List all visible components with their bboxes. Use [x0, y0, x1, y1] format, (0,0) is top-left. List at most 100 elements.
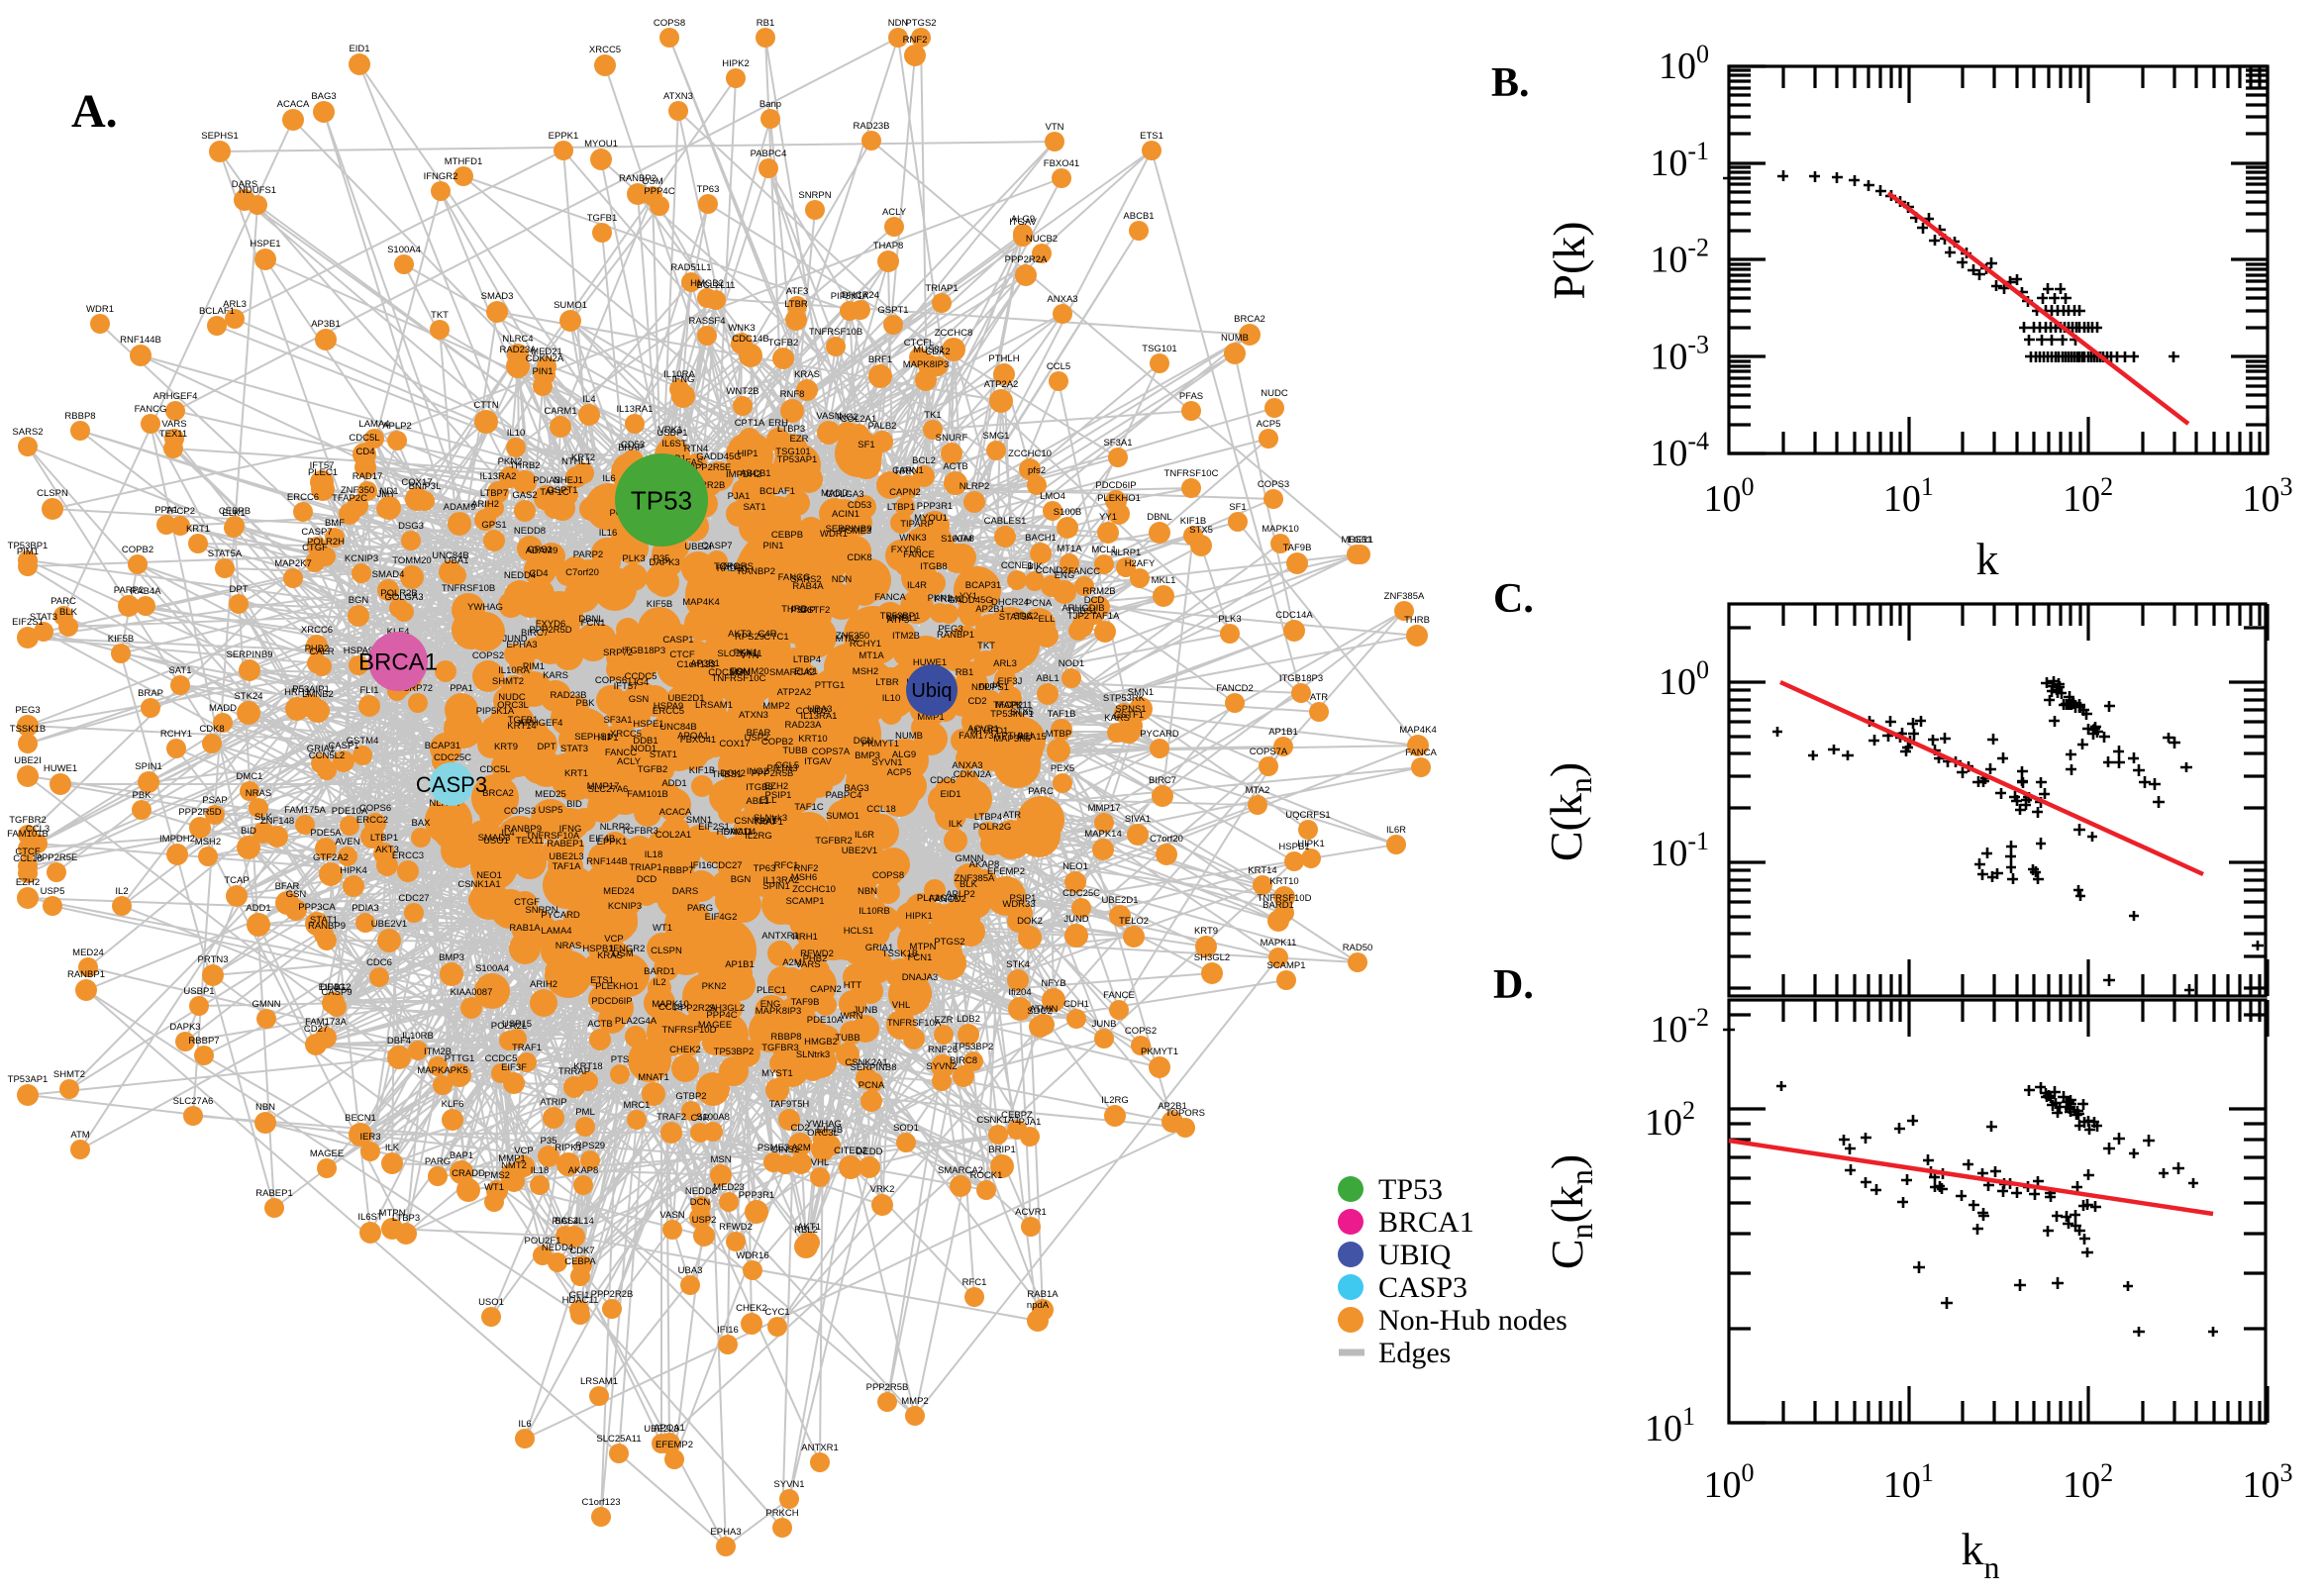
svg-text:MUS81: MUS81	[913, 345, 945, 355]
svg-text:PEG3: PEG3	[938, 624, 962, 635]
svg-text:MAP4K4: MAP4K4	[682, 597, 720, 608]
svg-text:GTBP2: GTBP2	[675, 1091, 706, 1102]
svg-text:BGN: BGN	[349, 595, 369, 606]
svg-text:HRK: HRK	[895, 466, 916, 477]
svg-text:NUDC: NUDC	[1261, 388, 1288, 399]
svg-text:COX17: COX17	[401, 477, 432, 488]
svg-text:SRP72: SRP72	[403, 683, 433, 694]
svg-text:BLK: BLK	[59, 607, 78, 618]
svg-text:KRT1: KRT1	[186, 524, 210, 535]
svg-text:A.: A.	[71, 85, 118, 138]
svg-text:SERPINB8: SERPINB8	[851, 1062, 897, 1073]
svg-text:RTN4: RTN4	[684, 444, 709, 454]
svg-text:IL10RB: IL10RB	[402, 1031, 434, 1042]
svg-text:UBE2I: UBE2I	[684, 542, 711, 552]
svg-text:MMP17: MMP17	[1088, 803, 1121, 814]
svg-text:COPS8: COPS8	[872, 870, 904, 881]
svg-text:PDIA3: PDIA3	[352, 903, 378, 914]
svg-text:ITM2B: ITM2B	[892, 631, 920, 642]
svg-text:ITGB18P3: ITGB18P3	[1279, 673, 1323, 684]
svg-text:NOD1: NOD1	[631, 744, 656, 754]
svg-text:FCN1: FCN1	[581, 618, 606, 629]
svg-text:ZNF385A: ZNF385A	[1384, 591, 1425, 602]
svg-text:YWHAG: YWHAG	[467, 602, 503, 613]
svg-text:ARIH2: ARIH2	[530, 979, 557, 990]
svg-text:CDC5L: CDC5L	[479, 764, 510, 775]
svg-text:IFNGR2: IFNGR2	[424, 171, 458, 182]
svg-text:RB1: RB1	[757, 18, 774, 29]
svg-text:PML: PML	[575, 1107, 595, 1118]
svg-text:CD2: CD2	[790, 1123, 809, 1134]
svg-text:TNFRSF10B: TNFRSF10B	[442, 583, 495, 594]
svg-text:STX5: STX5	[1189, 525, 1213, 536]
svg-text:NUMB: NUMB	[1221, 333, 1249, 344]
svg-text:NEDD4: NEDD4	[542, 1243, 573, 1253]
svg-text:CASP9: CASP9	[321, 987, 352, 998]
svg-text:BRAP: BRAP	[618, 443, 644, 453]
svg-text:GFI1: GFI1	[568, 1290, 589, 1301]
svg-text:TOPORS: TOPORS	[1165, 1108, 1205, 1119]
svg-text:VRK2: VRK2	[870, 1184, 895, 1195]
svg-text:FANCG: FANCG	[778, 572, 811, 583]
svg-text:RNF144B: RNF144B	[120, 335, 161, 346]
svg-text:Cn(kn): Cn(kn)	[1542, 1154, 1599, 1269]
svg-text:DHCR24: DHCR24	[842, 290, 879, 301]
svg-text:UBE2L3: UBE2L3	[644, 1424, 678, 1435]
svg-text:SHMT2: SHMT2	[492, 676, 524, 687]
svg-text:103: 103	[2242, 472, 2292, 520]
svg-text:EPHA3: EPHA3	[710, 1527, 741, 1538]
svg-text:MED23: MED23	[713, 1182, 745, 1193]
svg-text:RBL2: RBL2	[794, 1225, 818, 1236]
svg-text:IFNG: IFNG	[672, 374, 695, 385]
svg-text:10-4: 10-4	[1650, 427, 1709, 474]
svg-text:ACTB: ACTB	[587, 1019, 612, 1030]
svg-text:KRT10: KRT10	[1269, 876, 1298, 887]
svg-text:WDR1: WDR1	[86, 304, 114, 315]
svg-text:POLR2L: POLR2L	[491, 1021, 527, 1032]
svg-text:STK4: STK4	[1006, 959, 1030, 970]
svg-text:SEPHS1: SEPHS1	[574, 732, 612, 743]
svg-text:POLR2B: POLR2B	[380, 588, 418, 599]
svg-text:SF3A1: SF3A1	[603, 715, 632, 726]
svg-text:UBE2L3: UBE2L3	[549, 851, 583, 862]
svg-text:ANXA3: ANXA3	[1047, 294, 1077, 305]
svg-text:SLC27A6: SLC27A6	[588, 784, 629, 795]
svg-text:CDC6: CDC6	[930, 775, 956, 786]
svg-text:UBE2V1: UBE2V1	[842, 846, 877, 856]
svg-text:IER3: IER3	[359, 1132, 380, 1143]
svg-text:CCL18: CCL18	[13, 853, 43, 864]
svg-text:THBS1: THBS1	[712, 769, 743, 780]
svg-text:CDC27: CDC27	[711, 860, 742, 871]
svg-text:VASN: VASN	[659, 1210, 684, 1221]
svg-text:Ifi204: Ifi204	[1008, 987, 1031, 998]
svg-text:DCD: DCD	[637, 874, 657, 885]
svg-text:MTPN: MTPN	[910, 942, 937, 952]
svg-text:KRT1: KRT1	[564, 768, 588, 779]
svg-text:EIF3F: EIF3F	[501, 1062, 527, 1073]
svg-text:CASP1: CASP1	[662, 635, 693, 646]
svg-text:NEDD4: NEDD4	[504, 570, 536, 581]
svg-text:PLK3: PLK3	[622, 553, 645, 564]
svg-text:WDR16: WDR16	[736, 1250, 768, 1261]
svg-text:TAF1A: TAF1A	[1091, 611, 1121, 622]
svg-text:HIP1: HIP1	[737, 449, 758, 459]
svg-text:NFYB: NFYB	[1041, 978, 1065, 989]
svg-text:CASP1: CASP1	[328, 741, 358, 751]
svg-text:WDR33: WDR33	[1002, 899, 1035, 910]
svg-text:CSTF1: CSTF1	[1114, 710, 1144, 721]
svg-text:P53AIP1: P53AIP1	[292, 684, 330, 695]
svg-text:PPA1: PPA1	[450, 683, 473, 694]
svg-text:BMP3: BMP3	[855, 750, 880, 761]
svg-text:STX5: STX5	[1010, 707, 1034, 718]
svg-text:EPHA3: EPHA3	[506, 640, 537, 650]
svg-text:HMGB2: HMGB2	[690, 278, 724, 289]
svg-text:TP53: TP53	[1378, 1173, 1443, 1206]
svg-text:ATF3: ATF3	[786, 286, 809, 297]
svg-text:MADD: MADD	[821, 488, 849, 499]
svg-text:KIF1B: KIF1B	[689, 765, 715, 776]
svg-text:SLC25A11: SLC25A11	[596, 1434, 641, 1445]
svg-text:SMN1: SMN1	[1128, 687, 1154, 698]
svg-text:USP2: USP2	[692, 1215, 717, 1226]
svg-text:SMG1: SMG1	[983, 431, 1010, 442]
svg-text:SERPINB9: SERPINB9	[227, 649, 273, 660]
